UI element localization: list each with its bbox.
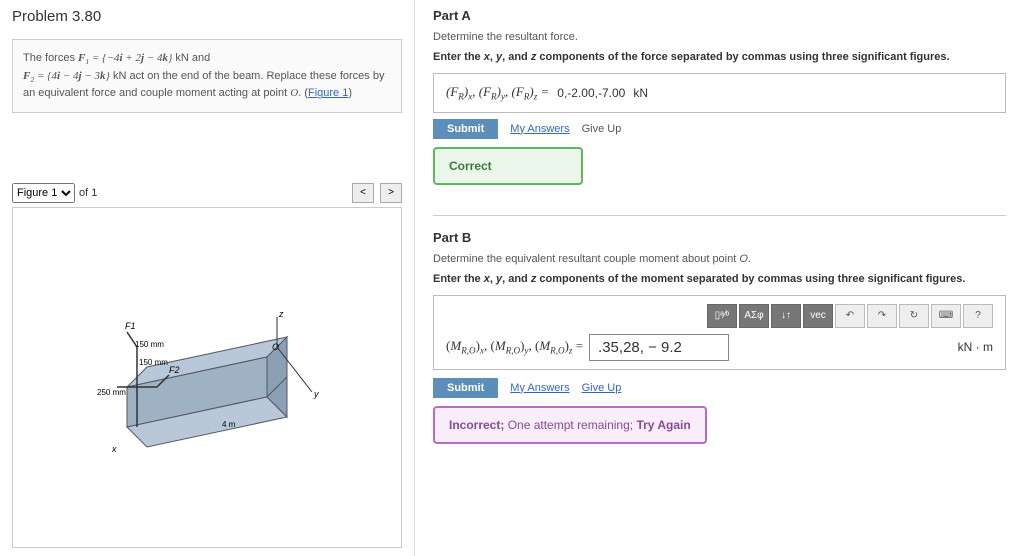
figure-link[interactable]: Figure 1: [308, 87, 348, 99]
svg-text:F1: F1: [125, 321, 136, 331]
figure-count: of 1: [79, 187, 97, 199]
equation-toolbar: ▯ᵃ⁄ᵇ ΑΣφ ↓↑ vec ↶ ↷ ↻ ⌨ ?: [446, 304, 993, 328]
part-b-submit-button[interactable]: Submit: [433, 378, 498, 398]
part-a-title: Part A: [433, 8, 1006, 23]
svg-text:O: O: [272, 342, 279, 352]
tb-keyboard-icon[interactable]: ⌨: [931, 304, 961, 328]
part-a-my-answers-link[interactable]: My Answers: [510, 123, 569, 135]
tb-help-icon[interactable]: ?: [963, 304, 993, 328]
svg-text:x: x: [111, 444, 117, 454]
problem-title: Problem 3.80: [12, 8, 402, 25]
tb-template-icon[interactable]: ▯ᵃ⁄ᵇ: [707, 304, 737, 328]
tb-vec-icon[interactable]: vec: [803, 304, 833, 328]
part-b-title: Part B: [433, 230, 1006, 245]
svg-text:250 mm: 250 mm: [97, 388, 126, 397]
figure-prev-button[interactable]: <: [352, 183, 374, 203]
svg-text:y: y: [313, 389, 319, 399]
part-b-lhs: (MR,O)x, (MR,O)y, (MR,O)z =: [446, 338, 583, 356]
part-b-my-answers-link[interactable]: My Answers: [510, 382, 569, 394]
problem-statement: The forces F1 = {−4i + 2j − 4k} kN andF2…: [12, 39, 402, 113]
svg-text:150 mm: 150 mm: [135, 340, 164, 349]
part-b-unit: kN · m: [958, 340, 993, 354]
part-b-feedback: Incorrect; One attempt remaining; Try Ag…: [433, 406, 707, 444]
part-a-submit-button[interactable]: Submit: [433, 119, 498, 139]
divider: [433, 215, 1006, 216]
tb-redo-icon[interactable]: ↷: [867, 304, 897, 328]
svg-text:F2: F2: [169, 365, 180, 375]
tb-subsup-icon[interactable]: ↓↑: [771, 304, 801, 328]
figure-next-button[interactable]: >: [380, 183, 402, 203]
part-a-lhs: (FR)x, (FR)y, (FR)z =: [446, 84, 549, 102]
part-a-feedback: Correct: [433, 147, 583, 185]
svg-text:4 m: 4 m: [222, 420, 236, 429]
part-b-answer-wrap: ▯ᵃ⁄ᵇ ΑΣφ ↓↑ vec ↶ ↷ ↻ ⌨ ? (MR,O)x, (MR,O…: [433, 295, 1006, 370]
tb-greek-icon[interactable]: ΑΣφ: [739, 304, 769, 328]
part-b-give-up-link[interactable]: Give Up: [582, 382, 622, 394]
figure-select[interactable]: Figure 1: [12, 183, 75, 203]
part-a-value: 0,-2.00,-7.00: [557, 86, 625, 100]
part-a-instr: Enter the x, y, and z components of the …: [433, 51, 1006, 63]
figure-panel: F1 F2 150 mm 150 mm 250 mm O y 4 m x z: [12, 207, 402, 548]
beam-figure: F1 F2 150 mm 150 mm 250 mm O y 4 m x z: [77, 287, 337, 467]
part-a-unit: kN: [633, 86, 648, 100]
tb-undo-icon[interactable]: ↶: [835, 304, 865, 328]
part-a-desc: Determine the resultant force.: [433, 31, 1006, 43]
part-b-desc: Determine the equivalent resultant coupl…: [433, 253, 1006, 265]
figure-toolbar: Figure 1 of 1 < >: [12, 183, 402, 203]
part-b-input[interactable]: .35,28, − 9.2: [589, 334, 729, 361]
part-a-give-up-link[interactable]: Give Up: [582, 123, 622, 135]
part-a-answer-box: (FR)x, (FR)y, (FR)z = 0,-2.00,-7.00 kN: [433, 73, 1006, 113]
problem-text-close: ): [348, 87, 352, 99]
tb-reset-icon[interactable]: ↻: [899, 304, 929, 328]
svg-text:z: z: [278, 309, 284, 319]
svg-text:150 mm: 150 mm: [139, 358, 168, 367]
part-b-instr: Enter the x, y, and z components of the …: [433, 273, 1006, 285]
